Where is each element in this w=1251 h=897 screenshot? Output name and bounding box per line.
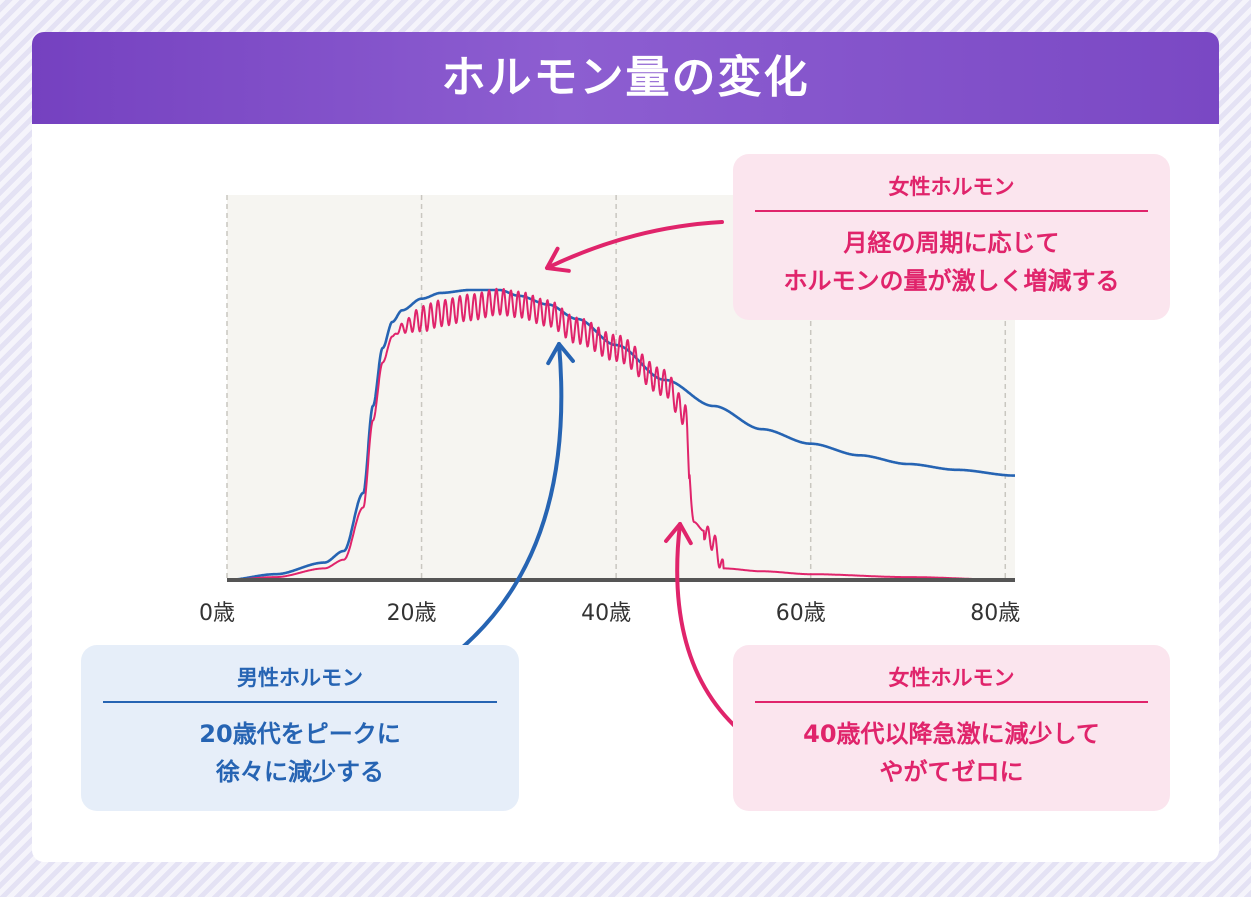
x-tick-label: 0歳 <box>199 601 235 626</box>
female-bottom-arrow <box>675 522 741 732</box>
male-arrow <box>455 342 564 654</box>
x-tick-label: 60歳 <box>776 601 826 626</box>
callout-line: 徐々に減少する <box>216 758 384 786</box>
page-title: ホルモン量の変化 <box>441 52 810 103</box>
callout-text: 20歳代をピークに 徐々に減少する <box>81 715 519 791</box>
female-top-arrow-head <box>545 246 571 273</box>
female-bottom-arrow-head <box>664 522 693 546</box>
female-callout-bottom: 女性ホルモン 40歳代以降急激に減少して やがてゼロに <box>733 645 1170 811</box>
series-line <box>226 287 1016 581</box>
callout-line: 20歳代をピークに <box>199 720 401 748</box>
title-banner <box>32 32 1219 124</box>
hormone-chart: 0歳 20歳 40歳 60歳 80歳 <box>199 195 1020 732</box>
female-callout-top: 女性ホルモン 月経の周期に応じて ホルモンの量が激しく増減する <box>733 154 1170 320</box>
x-tick-label: 20歳 <box>387 601 437 626</box>
female-top-arrow <box>545 220 724 270</box>
callout-divider <box>103 701 497 703</box>
callout-line: やがてゼロに <box>879 758 1024 786</box>
callout-line: 月経の周期に応じて <box>843 229 1060 257</box>
callout-line: ホルモンの量が激しく増減する <box>783 267 1120 295</box>
male-callout: 男性ホルモン 20歳代をピークに 徐々に減少する <box>81 645 519 811</box>
x-tick-label: 80歳 <box>970 601 1020 626</box>
card: ホルモン量の変化 0歳 20歳 40歳 60歳 80歳 女性ホルモン 月経の周期に応じて… <box>32 32 1219 862</box>
callout-divider <box>755 701 1148 703</box>
callout-divider <box>755 210 1148 212</box>
x-tick-label: 40歳 <box>581 601 631 626</box>
callout-heading: 女性ホルモン <box>888 175 1015 199</box>
callout-text: 40歳代以降急激に減少して やがてゼロに <box>733 715 1170 791</box>
male-arrow-head <box>546 342 575 366</box>
callout-heading: 男性ホルモン <box>237 666 363 690</box>
callout-line: 40歳代以降急激に減少して <box>803 720 1100 748</box>
callout-heading: 女性ホルモン <box>888 666 1015 690</box>
callout-text: 月経の周期に応じて ホルモンの量が激しく増減する <box>733 224 1170 300</box>
